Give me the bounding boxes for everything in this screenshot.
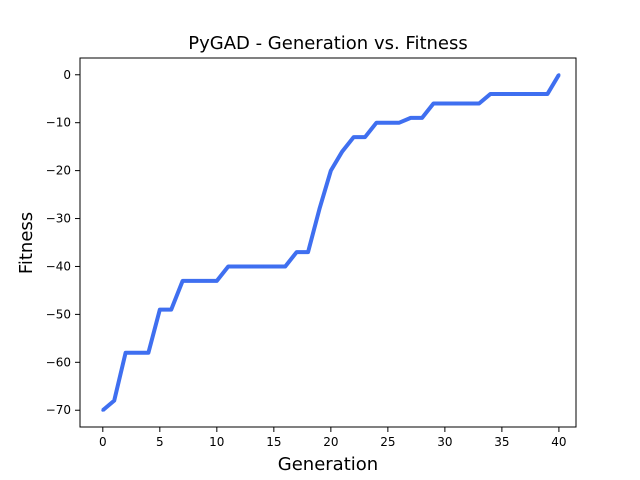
data-point <box>192 279 196 283</box>
data-point <box>374 121 378 125</box>
data-point <box>534 92 538 96</box>
data-point <box>523 92 527 96</box>
data-point <box>238 264 242 268</box>
data-point <box>203 279 207 283</box>
data-point <box>511 92 515 96</box>
data-point <box>283 264 287 268</box>
data-point <box>488 92 492 96</box>
x-axis-label: Generation <box>278 454 378 475</box>
data-point <box>557 73 561 77</box>
data-point <box>466 102 470 106</box>
data-point <box>431 102 435 106</box>
y-tick-label: 0 <box>63 68 71 82</box>
y-tick-label: −10 <box>46 116 71 130</box>
x-tick-label: 25 <box>380 435 395 449</box>
data-point <box>306 250 310 254</box>
y-tick-label: −50 <box>46 307 71 321</box>
data-point <box>112 399 116 403</box>
series-line <box>101 73 561 412</box>
data-point <box>101 408 105 412</box>
data-point <box>260 264 264 268</box>
data-point <box>272 264 276 268</box>
plot-area <box>101 73 561 412</box>
y-tick-label: −60 <box>46 355 71 369</box>
chart-title: PyGAD - Generation vs. Fitness <box>188 33 468 54</box>
data-point <box>545 92 549 96</box>
data-point <box>215 279 219 283</box>
x-tick-label: 20 <box>323 435 338 449</box>
data-point <box>158 308 162 312</box>
data-point <box>181 279 185 283</box>
x-tick-label: 35 <box>494 435 509 449</box>
data-point <box>500 92 504 96</box>
y-tick-label: −30 <box>46 212 71 226</box>
data-point <box>477 102 481 106</box>
data-point <box>340 149 344 153</box>
data-point <box>420 116 424 120</box>
x-tick-label: 30 <box>437 435 452 449</box>
data-point <box>295 250 299 254</box>
x-tick-label: 15 <box>266 435 281 449</box>
data-point <box>249 264 253 268</box>
data-point <box>317 207 321 211</box>
data-point <box>352 135 356 139</box>
data-point <box>124 351 128 355</box>
data-point <box>386 121 390 125</box>
data-point <box>169 308 173 312</box>
data-point <box>397 121 401 125</box>
y-tick-label: −70 <box>46 403 71 417</box>
y-tick-label: −40 <box>46 259 71 273</box>
data-point <box>226 264 230 268</box>
data-point <box>454 102 458 106</box>
data-point <box>363 135 367 139</box>
data-point <box>146 351 150 355</box>
data-point <box>443 102 447 106</box>
data-point <box>409 116 413 120</box>
y-tick-label: −20 <box>46 164 71 178</box>
data-point <box>329 169 333 173</box>
y-axis: 0 −10 −20 −30 −40 −50 −60 −70 <box>46 68 80 417</box>
x-tick-label: 0 <box>99 435 107 449</box>
x-tick-label: 10 <box>209 435 224 449</box>
x-tick-label: 40 <box>551 435 566 449</box>
x-tick-label: 5 <box>156 435 164 449</box>
plot-frame <box>79 57 577 428</box>
x-axis: 0 5 10 15 20 25 30 35 40 <box>99 427 567 449</box>
y-axis-label: Fitness <box>16 212 37 274</box>
data-point <box>135 351 139 355</box>
